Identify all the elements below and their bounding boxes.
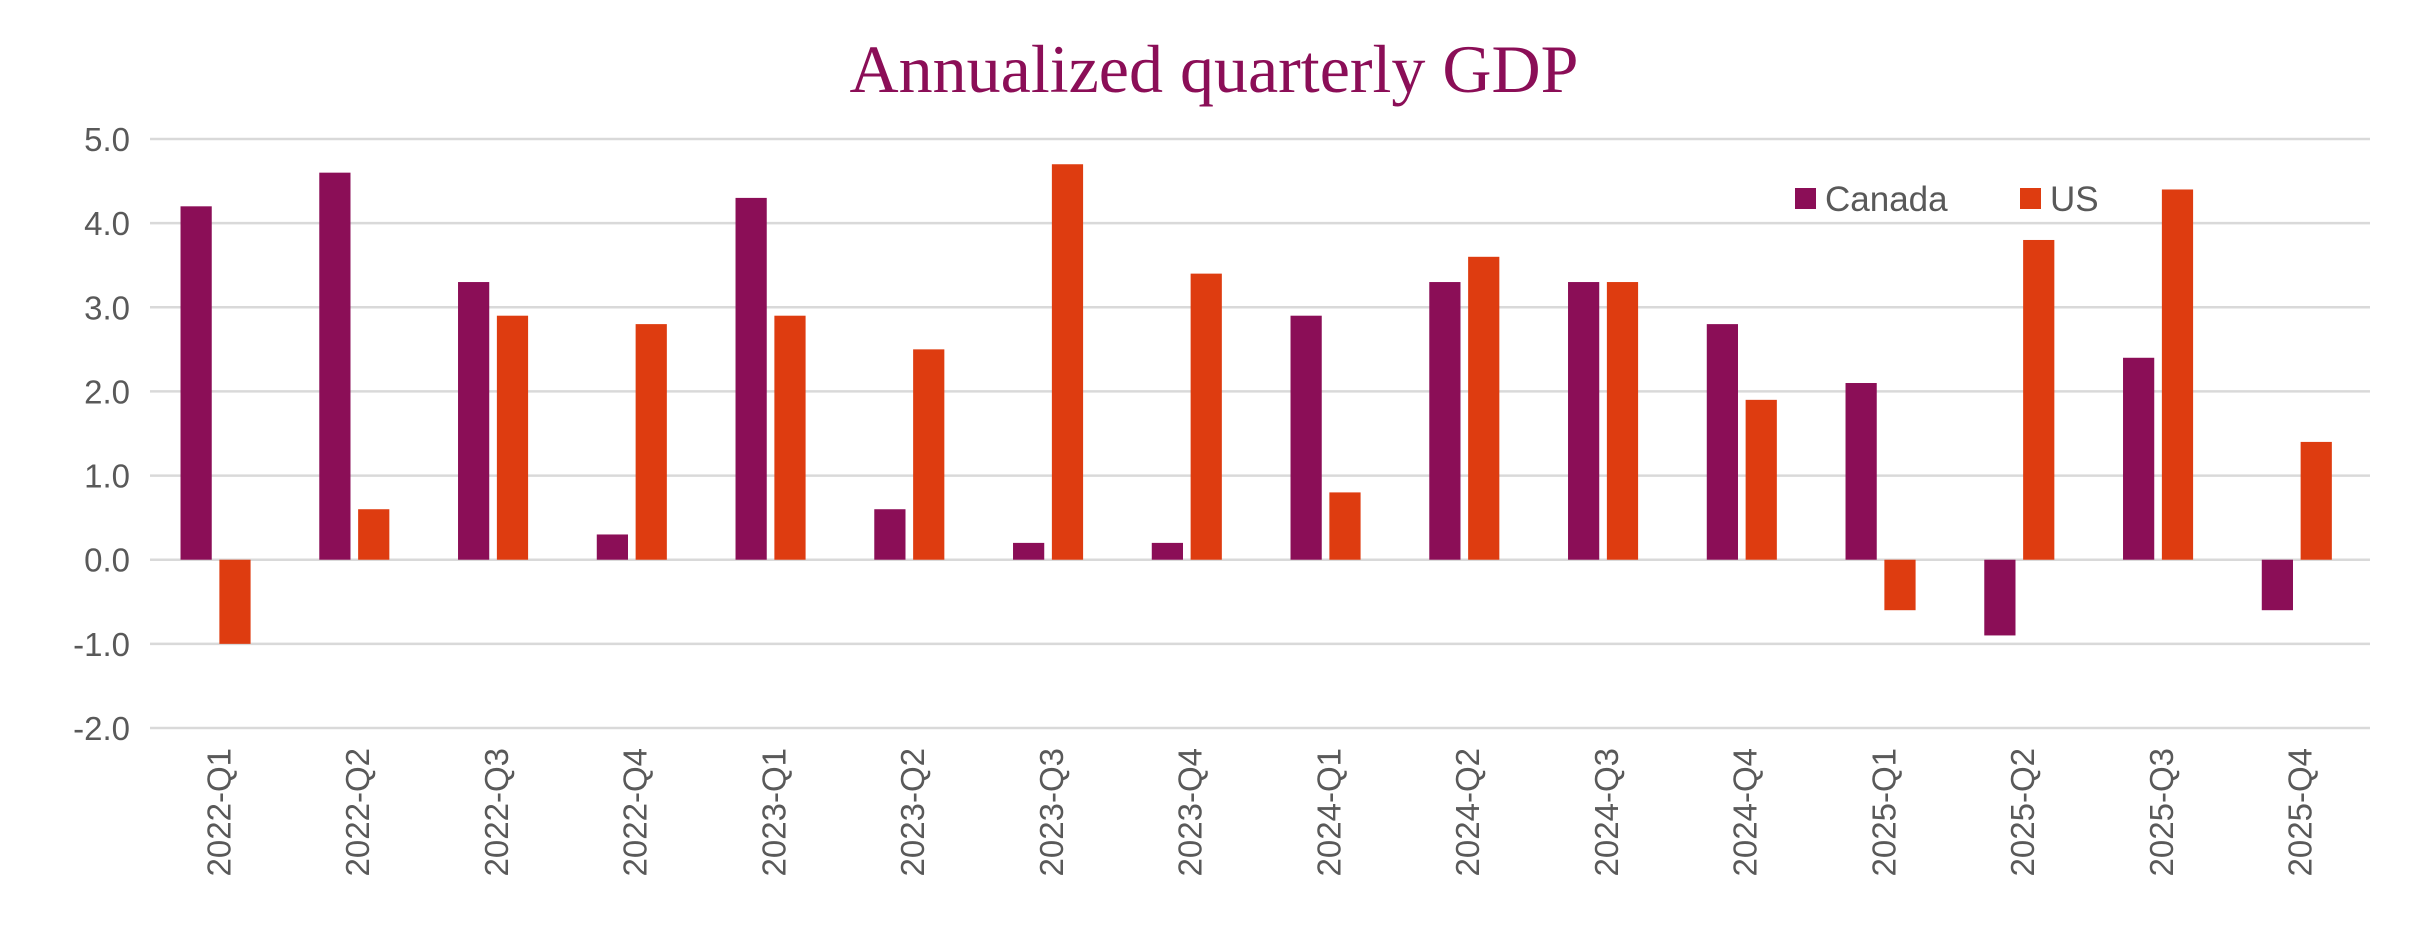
bar-us: [1606, 282, 1639, 560]
y-tick-label: 4.0: [84, 205, 130, 242]
legend-swatch: [1795, 188, 1816, 209]
y-tick-label: 3.0: [84, 289, 130, 326]
bar-canada: [1290, 315, 1322, 560]
bar-us: [2161, 189, 2194, 560]
y-tick-label: 5.0: [84, 121, 130, 158]
x-tick-label: 2023-Q3: [1033, 748, 1070, 876]
chart-title: Annualized quarterly GDP: [849, 31, 1579, 107]
x-tick-label: 2025-Q3: [2143, 748, 2180, 876]
legend-swatch: [2020, 188, 2041, 209]
y-tick-label: -1.0: [73, 626, 130, 663]
bar-us: [913, 349, 945, 560]
bar-canada: [596, 534, 628, 560]
y-tick-label: 1.0: [84, 458, 130, 495]
bar-canada: [1706, 324, 1738, 560]
x-tick-label: 2024-Q1: [1310, 748, 1347, 876]
x-tick-label: 2025-Q4: [2282, 748, 2319, 876]
y-tick-label: -2.0: [73, 710, 130, 747]
legend-label: Canada: [1825, 180, 1948, 219]
y-tick-label: 2.0: [84, 373, 130, 410]
y-tick-label: 0.0: [84, 542, 130, 579]
x-tick-label: 2024-Q2: [1449, 748, 1486, 876]
bar-canada: [319, 172, 351, 560]
x-tick-label: 2025-Q2: [2004, 748, 2041, 876]
x-tick-label: 2023-Q2: [894, 748, 931, 876]
x-tick-label: 2023-Q4: [1172, 748, 1209, 876]
bar-us: [774, 315, 806, 560]
legend-label: US: [2050, 180, 2099, 219]
bar-canada: [1429, 282, 1461, 560]
bar-canada: [180, 206, 212, 560]
bar-canada: [2123, 357, 2155, 560]
bar-canada: [874, 509, 906, 560]
x-tick-label: 2024-Q3: [1588, 748, 1625, 876]
x-tick-label: 2024-Q4: [1727, 748, 1764, 876]
bar-us: [1190, 273, 1222, 560]
bar-us: [635, 324, 667, 560]
bar-us: [2023, 239, 2055, 560]
bar-canada: [1151, 542, 1183, 560]
bar-canada: [458, 282, 490, 560]
bar-us: [1745, 399, 1777, 560]
bar-canada: [2261, 559, 2293, 611]
bar-canada: [1984, 559, 2016, 636]
bar-us: [358, 509, 390, 560]
x-tick-label: 2023-Q1: [755, 748, 792, 876]
x-tick-label: 2022-Q2: [339, 748, 376, 876]
bar-us: [2300, 441, 2332, 560]
bar-us: [496, 315, 529, 560]
x-tick-label: 2022-Q1: [200, 748, 237, 876]
bar-canada: [1845, 383, 1877, 560]
bar-us: [219, 559, 251, 644]
bar-us: [1468, 256, 1500, 560]
x-tick-label: 2022-Q3: [478, 748, 515, 876]
bar-us: [1329, 492, 1361, 560]
bar-canada: [1568, 282, 1600, 560]
bar-canada: [1013, 542, 1045, 560]
bar-us: [1051, 164, 1084, 560]
bar-us: [1884, 559, 1916, 611]
x-tick-label: 2022-Q4: [617, 748, 654, 876]
x-tick-label: 2025-Q1: [1865, 748, 1902, 876]
bar-canada: [735, 197, 767, 560]
